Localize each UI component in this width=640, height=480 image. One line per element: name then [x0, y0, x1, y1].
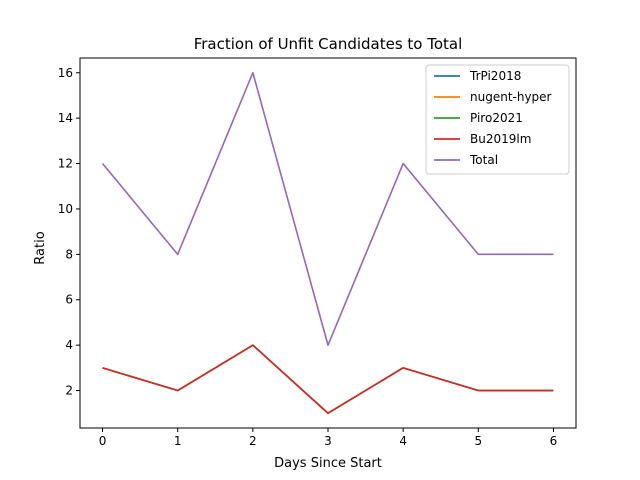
- chart-title: Fraction of Unfit Candidates to Total: [194, 35, 463, 53]
- y-tick-label: 8: [65, 247, 73, 261]
- x-tick-label: 0: [99, 434, 107, 448]
- y-axis-label: Ratio: [33, 231, 48, 264]
- x-axis: 0 1 2 3 4 5 6: [99, 428, 558, 448]
- x-tick-label: 3: [324, 434, 332, 448]
- x-tick-label: 5: [474, 434, 482, 448]
- y-axis: 2 4 6 8 10 12 14 16: [58, 66, 80, 398]
- x-tick-label: 4: [399, 434, 407, 448]
- x-tick-label: 1: [174, 434, 182, 448]
- y-tick-label: 10: [58, 202, 73, 216]
- y-tick-label: 12: [58, 157, 73, 171]
- legend-label: TrPi2018: [469, 69, 521, 83]
- x-tick-label: 2: [249, 434, 257, 448]
- legend-box: [425, 64, 570, 175]
- legend: TrPi2018 nugent-hyper Piro2021 Bu2019lm Tota…: [425, 64, 570, 175]
- series-line-bu2019lm: [102, 344, 554, 415]
- x-tick-label: 6: [550, 434, 558, 448]
- y-tick-label: 4: [65, 338, 73, 352]
- y-tick-label: 16: [58, 66, 73, 80]
- legend-label: Bu2019lm: [470, 132, 531, 146]
- series-line-total: [101, 71, 554, 346]
- y-tick-label: 14: [58, 111, 73, 125]
- x-axis-label: Days Since Start: [274, 456, 382, 471]
- legend-label: Total: [469, 153, 498, 167]
- series-layer: [101, 71, 554, 415]
- legend-label: Piro2021: [470, 111, 523, 125]
- legend-label: nugent-hyper: [470, 90, 552, 104]
- y-tick-label: 2: [65, 384, 73, 398]
- y-tick-label: 6: [65, 293, 73, 307]
